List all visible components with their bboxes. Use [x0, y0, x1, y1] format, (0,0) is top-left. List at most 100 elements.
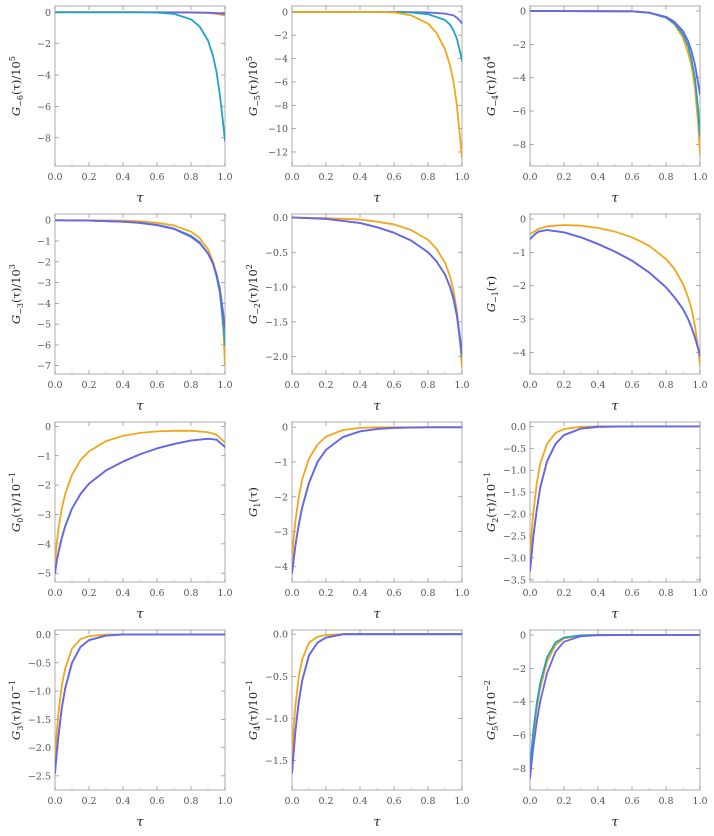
y-tick-label: −1.0 — [265, 283, 288, 294]
y-tick-label: −6 — [512, 731, 526, 742]
x-tick-label: 1.0 — [217, 380, 232, 391]
x-axis-label: τ — [136, 607, 144, 622]
y-tick-label: 0 — [45, 216, 51, 227]
y-tick-label: −2 — [274, 492, 288, 503]
y-tick-label: −2 — [512, 664, 526, 675]
y-axis-label: G−6(τ)/105 — [8, 56, 25, 116]
plot-frame — [54, 421, 226, 583]
series-line-purple — [292, 633, 462, 775]
y-axis-label: G−2(τ)/102 — [245, 264, 262, 324]
series-line-teal — [530, 229, 700, 357]
y-tick-label: −8 — [37, 133, 51, 144]
plot-frame — [529, 213, 701, 375]
series-line-teal — [530, 634, 700, 770]
x-tick-label: 0.2 — [318, 796, 333, 807]
y-axis-label: G−5(τ)/105 — [245, 56, 262, 116]
y-tick-label: −1.5 — [265, 317, 288, 328]
y-tick-label: 0 — [520, 215, 526, 226]
x-tick-label: 0.8 — [183, 796, 198, 807]
x-tick-label: 0.0 — [522, 172, 537, 183]
y-tick-label: −0.5 — [265, 672, 288, 683]
series-line-orange — [55, 429, 225, 566]
plot-frame — [54, 629, 226, 791]
y-tick-label: −1 — [274, 458, 288, 469]
x-tick-label: 0.4 — [115, 588, 130, 599]
x-tick-label: 1.0 — [454, 796, 469, 807]
x-tick-label: 0.8 — [658, 172, 673, 183]
y-tick-label: −4 — [274, 562, 288, 573]
y-tick-label: 0.0 — [511, 422, 526, 433]
y-axis-label: G5(τ)/10−2 — [483, 680, 500, 740]
subplot-3: 0.0 0.2 0.4 0.6 0.8 1.0 0 −2 −4 −6 −8 τ G−4(τ)/104 — [483, 5, 708, 206]
x-tick-label: 0.0 — [284, 172, 299, 183]
subplot-10: 0.0 0.2 0.4 0.6 0.8 1.0 0.0 −0.5 −1.0 −1.5 −2.0 −2.… — [8, 629, 233, 830]
subplot-4: 0.0 0.2 0.4 0.6 0.8 1.0 0 −1 −2 −3 −4 −5 −6 −7 τ G−3(τ)… — [8, 213, 233, 414]
plot-frame — [291, 5, 463, 167]
y-tick-label: 0 — [45, 8, 51, 19]
subplot-6: 0.0 0.2 0.4 0.6 0.8 1.0 0 −1 −2 −3 −4 τ G−1(τ) — [484, 213, 708, 414]
series-line-purple — [292, 426, 462, 575]
series-line-teal — [55, 633, 225, 774]
series-line-teal — [55, 11, 225, 142]
y-axis-label: G−3(τ)/103 — [8, 264, 25, 324]
x-tick-label: 0.2 — [556, 796, 571, 807]
x-tick-label: 0.8 — [658, 796, 673, 807]
x-tick-label: 0.4 — [115, 172, 130, 183]
y-tick-label: −5 — [37, 569, 51, 580]
x-tick-label: 0.6 — [149, 380, 164, 391]
series-line-purple — [292, 216, 462, 355]
x-tick-label: 0.4 — [115, 796, 130, 807]
y-tick-label: −3 — [37, 510, 51, 521]
x-tick-label: 0.8 — [420, 172, 435, 183]
y-tick-label: −1.0 — [503, 466, 526, 477]
x-axis-label: τ — [373, 399, 381, 414]
series-line-orange — [530, 10, 700, 156]
y-tick-label: −5 — [37, 320, 51, 331]
y-axis-label: G2(τ)/10−1 — [483, 472, 500, 532]
x-tick-label: 0.0 — [522, 796, 537, 807]
x-axis-label: τ — [136, 815, 144, 830]
y-tick-label: −1 — [512, 248, 526, 259]
subplot-11: 0.0 0.2 0.4 0.6 0.8 1.0 0.0 −0.5 −1.0 −1.5 τ G4(τ)/… — [245, 629, 470, 830]
x-tick-label: 0.0 — [284, 588, 299, 599]
y-tick-label: −0.5 — [503, 444, 526, 455]
x-axis-label: τ — [611, 399, 619, 414]
y-tick-label: −4 — [512, 697, 526, 708]
subplot-8: 0.0 0.2 0.4 0.6 0.8 1.0 0 −1 −2 −3 −4 τ G1(τ) — [246, 421, 470, 622]
series-line-purple — [530, 229, 700, 357]
x-axis-label: τ — [373, 815, 381, 830]
x-tick-label: 0.0 — [47, 796, 62, 807]
x-tick-label: 0.2 — [81, 172, 96, 183]
y-tick-label: −12 — [268, 147, 288, 158]
y-axis-label: G−4(τ)/104 — [483, 56, 500, 116]
series-line-orange — [530, 425, 700, 559]
y-tick-label: −1.0 — [28, 687, 51, 698]
x-tick-label: 0.2 — [556, 380, 571, 391]
y-tick-label: −1.5 — [28, 715, 51, 726]
x-tick-label: 1.0 — [692, 380, 707, 391]
y-tick-label: −1.5 — [265, 756, 288, 767]
x-tick-label: 0.2 — [81, 588, 96, 599]
y-tick-label: −3 — [512, 315, 526, 326]
subplot-2: 0.0 0.2 0.4 0.6 0.8 1.0 0 −2 −4 −6 −8 −10 −12 τ G−5(τ)… — [245, 5, 470, 206]
x-tick-label: 0.2 — [556, 172, 571, 183]
y-tick-label: 0.0 — [36, 630, 51, 641]
x-tick-label: 1.0 — [454, 588, 469, 599]
x-tick-label: 0.6 — [386, 380, 401, 391]
subplot-12: 0.0 0.2 0.4 0.6 0.8 1.0 0 −2 −4 −6 −8 τ G5(τ)/10−2 — [483, 629, 708, 830]
y-tick-label: −4 — [37, 71, 51, 82]
x-tick-label: 0.4 — [590, 588, 605, 599]
y-tick-label: −8 — [512, 764, 526, 775]
series-line-orange — [530, 224, 700, 367]
x-tick-label: 0.4 — [590, 380, 605, 391]
y-tick-label: −0.5 — [265, 248, 288, 259]
x-tick-label: 0.4 — [352, 588, 367, 599]
subplot-5: 0.0 0.2 0.4 0.6 0.8 1.0 0.0 −0.5 −1.0 −1.5 −2.0 τ G−… — [245, 213, 470, 414]
x-axis-label: τ — [611, 607, 619, 622]
series-line-orange — [530, 634, 700, 775]
x-tick-label: 0.6 — [624, 172, 639, 183]
y-tick-label: −2.5 — [28, 771, 51, 782]
x-axis-label: τ — [373, 191, 381, 206]
series-line-teal — [292, 426, 462, 575]
